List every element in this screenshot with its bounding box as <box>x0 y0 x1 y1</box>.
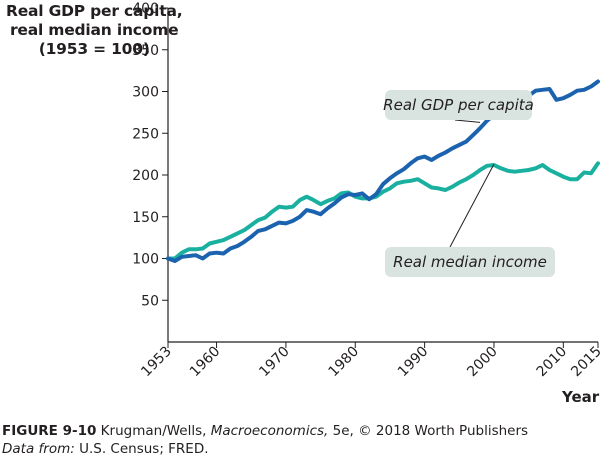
x-axis-title: Year <box>562 388 600 406</box>
y-axis-ticks: 50 100 150 200 250 300 350 400 <box>132 1 168 309</box>
figure-caption: FIGURE 9-10 Krugman/Wells, Macroeconomic… <box>2 422 528 458</box>
caption-rest: 5e, © 2018 Worth Publishers <box>328 423 529 439</box>
y-tick-label: 300 <box>132 85 159 101</box>
y-tick-label: 100 <box>132 252 159 268</box>
figure-label: FIGURE 9-10 <box>2 423 97 439</box>
axes <box>167 8 598 343</box>
x-tick-label: 2015 <box>568 344 605 381</box>
caption-book: Macroeconomics, <box>210 423 329 439</box>
caption-authors: Krugman/Wells, <box>96 423 211 439</box>
income-callout-box <box>385 247 555 277</box>
x-tick-label: 1960 <box>187 344 224 381</box>
caption-source-label: Data from: <box>2 441 75 457</box>
y-tick-label: 50 <box>141 293 159 309</box>
x-tick-label: 2010 <box>534 344 571 381</box>
x-tick-label: 1953 <box>138 344 175 381</box>
y-tick-label: 400 <box>132 1 159 17</box>
real-median-income-line <box>166 161 600 261</box>
x-tick-label: 2000 <box>464 344 501 381</box>
gdp-callout-box <box>385 90 532 120</box>
y-axis-title-line-3: (1953 = 100) <box>38 40 150 58</box>
x-tick-label: 1980 <box>326 344 363 381</box>
caption-line-2: Data from: U.S. Census; FRED. <box>2 440 528 458</box>
caption-line-1: FIGURE 9-10 Krugman/Wells, Macroeconomic… <box>2 422 528 440</box>
y-tick-label: 250 <box>132 126 159 142</box>
gdp-callout-label: Real GDP per capita <box>383 96 534 114</box>
income-callout-label: Real median income <box>393 253 547 271</box>
y-tick-label: 150 <box>132 210 159 226</box>
caption-source: U.S. Census; FRED. <box>74 441 209 457</box>
series-callouts: Real GDP per capita Real median income <box>383 90 555 277</box>
line-chart: 50 100 150 200 250 300 350 400 1953 1960 1970 1980… <box>132 1 605 380</box>
y-axis-title-line-2: real median income <box>9 21 179 39</box>
y-tick-label: 200 <box>132 168 159 184</box>
gdp-callout-leader <box>454 119 481 123</box>
x-tick-label: 1990 <box>395 344 432 381</box>
income-callout-leader <box>449 163 495 248</box>
y-axis-title: Real GDP per capita, real median income … <box>6 2 183 59</box>
x-tick-label: 1970 <box>256 344 293 381</box>
y-tick-label: 350 <box>132 43 159 59</box>
y-axis-title-line-1: Real GDP per capita, <box>6 2 183 20</box>
